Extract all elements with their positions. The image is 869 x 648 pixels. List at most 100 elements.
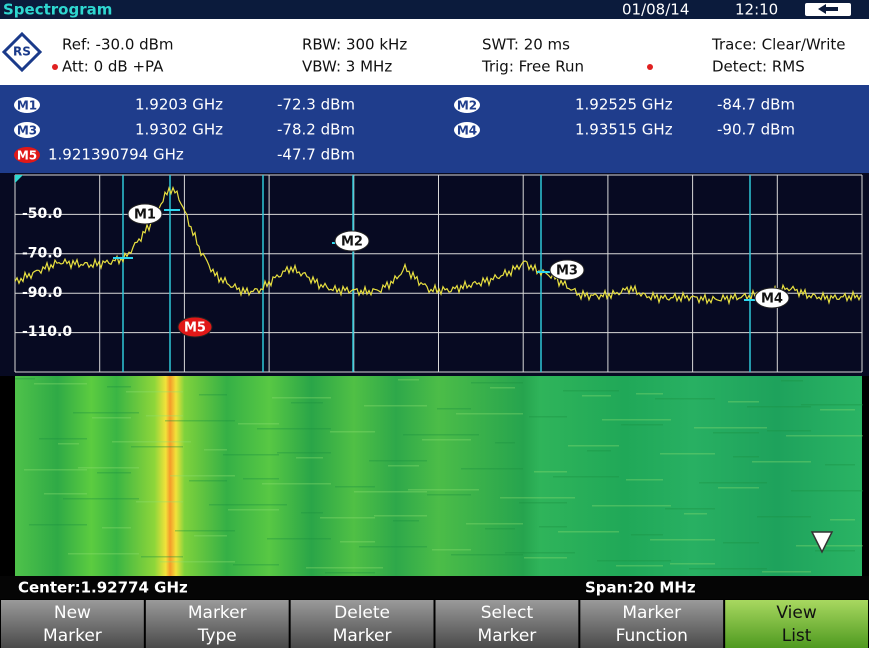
noise-streak <box>126 391 183 393</box>
svg-text:RS: RS <box>13 45 31 59</box>
marker-label: M3 <box>17 124 37 138</box>
marker-label: M2 <box>457 99 477 113</box>
noise-streak <box>73 412 139 414</box>
noise-streak <box>500 497 575 499</box>
noise-streak <box>767 430 811 432</box>
att-dot <box>52 64 58 70</box>
noise-streak <box>204 449 227 451</box>
detect-dot <box>647 64 653 70</box>
noise-streak <box>616 565 663 567</box>
noise-streak <box>626 479 663 481</box>
noise-streak <box>44 493 87 495</box>
noise-streak <box>456 413 523 415</box>
noise-streak <box>582 395 611 397</box>
noise-streak <box>568 445 619 447</box>
setting: Detect: RMS <box>712 58 805 76</box>
noise-streak <box>306 567 383 569</box>
noise-streak <box>762 571 811 573</box>
noise-streak <box>320 517 375 519</box>
noise-streak <box>364 405 427 407</box>
plot-marker-label: M5 <box>184 321 206 336</box>
noise-streak <box>791 490 863 492</box>
date: 01/08/14 <box>622 1 689 19</box>
noise-streak <box>330 431 375 433</box>
noise-streak <box>728 401 759 403</box>
noise-streak <box>670 563 715 565</box>
noise-streak <box>485 528 515 530</box>
noise-streak <box>354 491 427 493</box>
plot-marker-label: M2 <box>341 235 363 250</box>
noise-streak <box>733 456 759 458</box>
marker-frequency: 1.93515 GHz <box>575 121 673 139</box>
noise-streak <box>233 564 279 566</box>
noise-streak <box>272 397 331 399</box>
marker-frequency: 1.9203 GHz <box>135 96 223 114</box>
noise-streak <box>209 504 287 506</box>
setting: RBW: 300 kHz <box>302 36 407 54</box>
noise-streak <box>490 387 515 389</box>
noise-streak <box>102 527 131 529</box>
noise-streak <box>524 557 567 559</box>
noise-streak <box>781 380 803 382</box>
noise-streak <box>165 420 235 422</box>
noise-streak <box>175 530 235 532</box>
softkey-label: Marker <box>622 603 681 623</box>
noise-streak <box>432 549 471 551</box>
marker-level: -84.7 dBm <box>717 96 795 114</box>
noise-streak <box>723 542 759 544</box>
softkey-label: Marker <box>478 626 537 646</box>
marker-level: -47.7 dBm <box>277 146 355 164</box>
noise-streak <box>747 406 811 408</box>
noise-streak <box>558 531 619 533</box>
softkey-label: Select <box>481 603 534 623</box>
marker-level: -78.2 dBm <box>277 121 355 139</box>
noise-streak <box>97 472 131 474</box>
noise-streak <box>631 534 663 536</box>
noise-streak <box>553 476 619 478</box>
noise-streak <box>408 489 479 491</box>
y-axis-label: -50.0 <box>22 206 63 222</box>
noise-streak <box>325 572 375 574</box>
marker-level: -72.3 dBm <box>277 96 355 114</box>
noise-streak <box>427 494 471 496</box>
setting: Ref: -30.0 dBm <box>62 36 174 54</box>
noise-streak <box>539 526 567 528</box>
marker-frequency: 1.921390794 GHz <box>48 146 184 164</box>
softkey-label: Marker <box>43 626 102 646</box>
noise-streak <box>461 468 523 470</box>
noise-streak <box>78 467 139 469</box>
noise-streak <box>495 442 515 444</box>
softkey-label: Marker <box>188 603 247 623</box>
noise-streak <box>563 390 619 392</box>
noise-streak <box>63 498 139 500</box>
noise-streak <box>267 538 331 540</box>
noise-streak <box>660 453 715 455</box>
noise-streak <box>393 520 419 522</box>
noise-streak <box>243 478 279 480</box>
noise-streak <box>519 502 567 504</box>
setting: VBW: 3 MHz <box>302 58 392 76</box>
noise-streak <box>694 427 767 429</box>
noise-streak <box>262 483 331 485</box>
noise-streak <box>825 464 855 466</box>
spectrogram <box>15 376 862 576</box>
noise-streak <box>796 545 863 547</box>
noise-streak <box>296 457 323 459</box>
noise-streak <box>15 378 35 380</box>
noise-streak <box>160 561 235 563</box>
noise-streak <box>398 379 419 381</box>
noise-streak <box>437 408 471 410</box>
noise-streak <box>665 508 715 510</box>
noise-streak <box>505 552 575 554</box>
span: Span:20 MHz <box>585 579 696 597</box>
marker-frequency: 1.9302 GHz <box>135 121 223 139</box>
noise-streak <box>340 541 375 543</box>
noise-streak <box>529 416 567 418</box>
noise-streak <box>29 524 87 526</box>
softkey-label: Type <box>197 626 237 646</box>
noise-streak <box>718 487 759 489</box>
app-title: Spectrogram <box>3 1 112 19</box>
noise-streak <box>713 432 759 434</box>
marker-label: M4 <box>457 124 477 138</box>
y-axis-label: -90.0 <box>22 285 63 301</box>
